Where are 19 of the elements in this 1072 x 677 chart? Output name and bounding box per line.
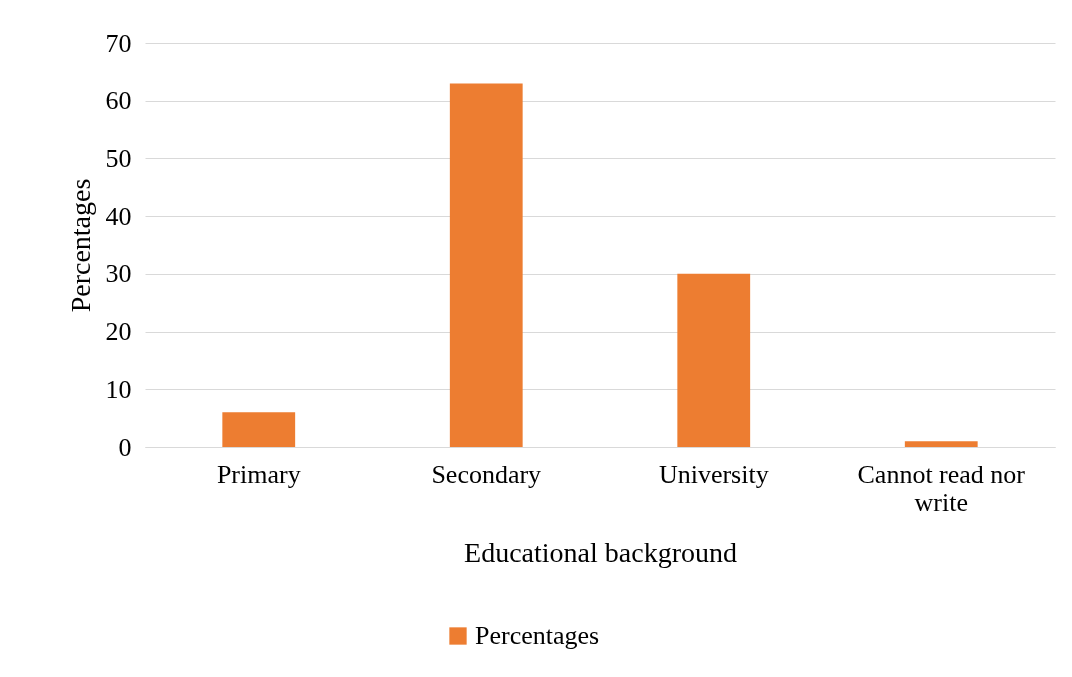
- y-tick-label: 0: [118, 432, 132, 462]
- bar: [904, 441, 978, 447]
- y-tick-label: 20: [105, 317, 132, 347]
- x-tick-label: Primary: [216, 459, 301, 489]
- y-tick-label: 30: [105, 259, 132, 289]
- y-axis-title: Percentages: [64, 178, 96, 313]
- y-tick-label: 10: [105, 374, 132, 404]
- y-tick-label: 60: [105, 86, 132, 116]
- y-tick-label: 40: [105, 201, 132, 231]
- x-tick-label: Secondary: [431, 459, 542, 489]
- x-axis-title: Educational background: [464, 536, 737, 568]
- bar: [449, 83, 523, 447]
- x-tick-label: University: [658, 459, 769, 489]
- bar: [677, 273, 751, 447]
- y-tick-label: 70: [105, 28, 132, 58]
- legend-label: Percentages: [475, 621, 600, 650]
- bar: [222, 412, 296, 447]
- x-tick-label: Cannot read nor write: [857, 459, 1026, 517]
- y-tick-label: 50: [105, 143, 132, 173]
